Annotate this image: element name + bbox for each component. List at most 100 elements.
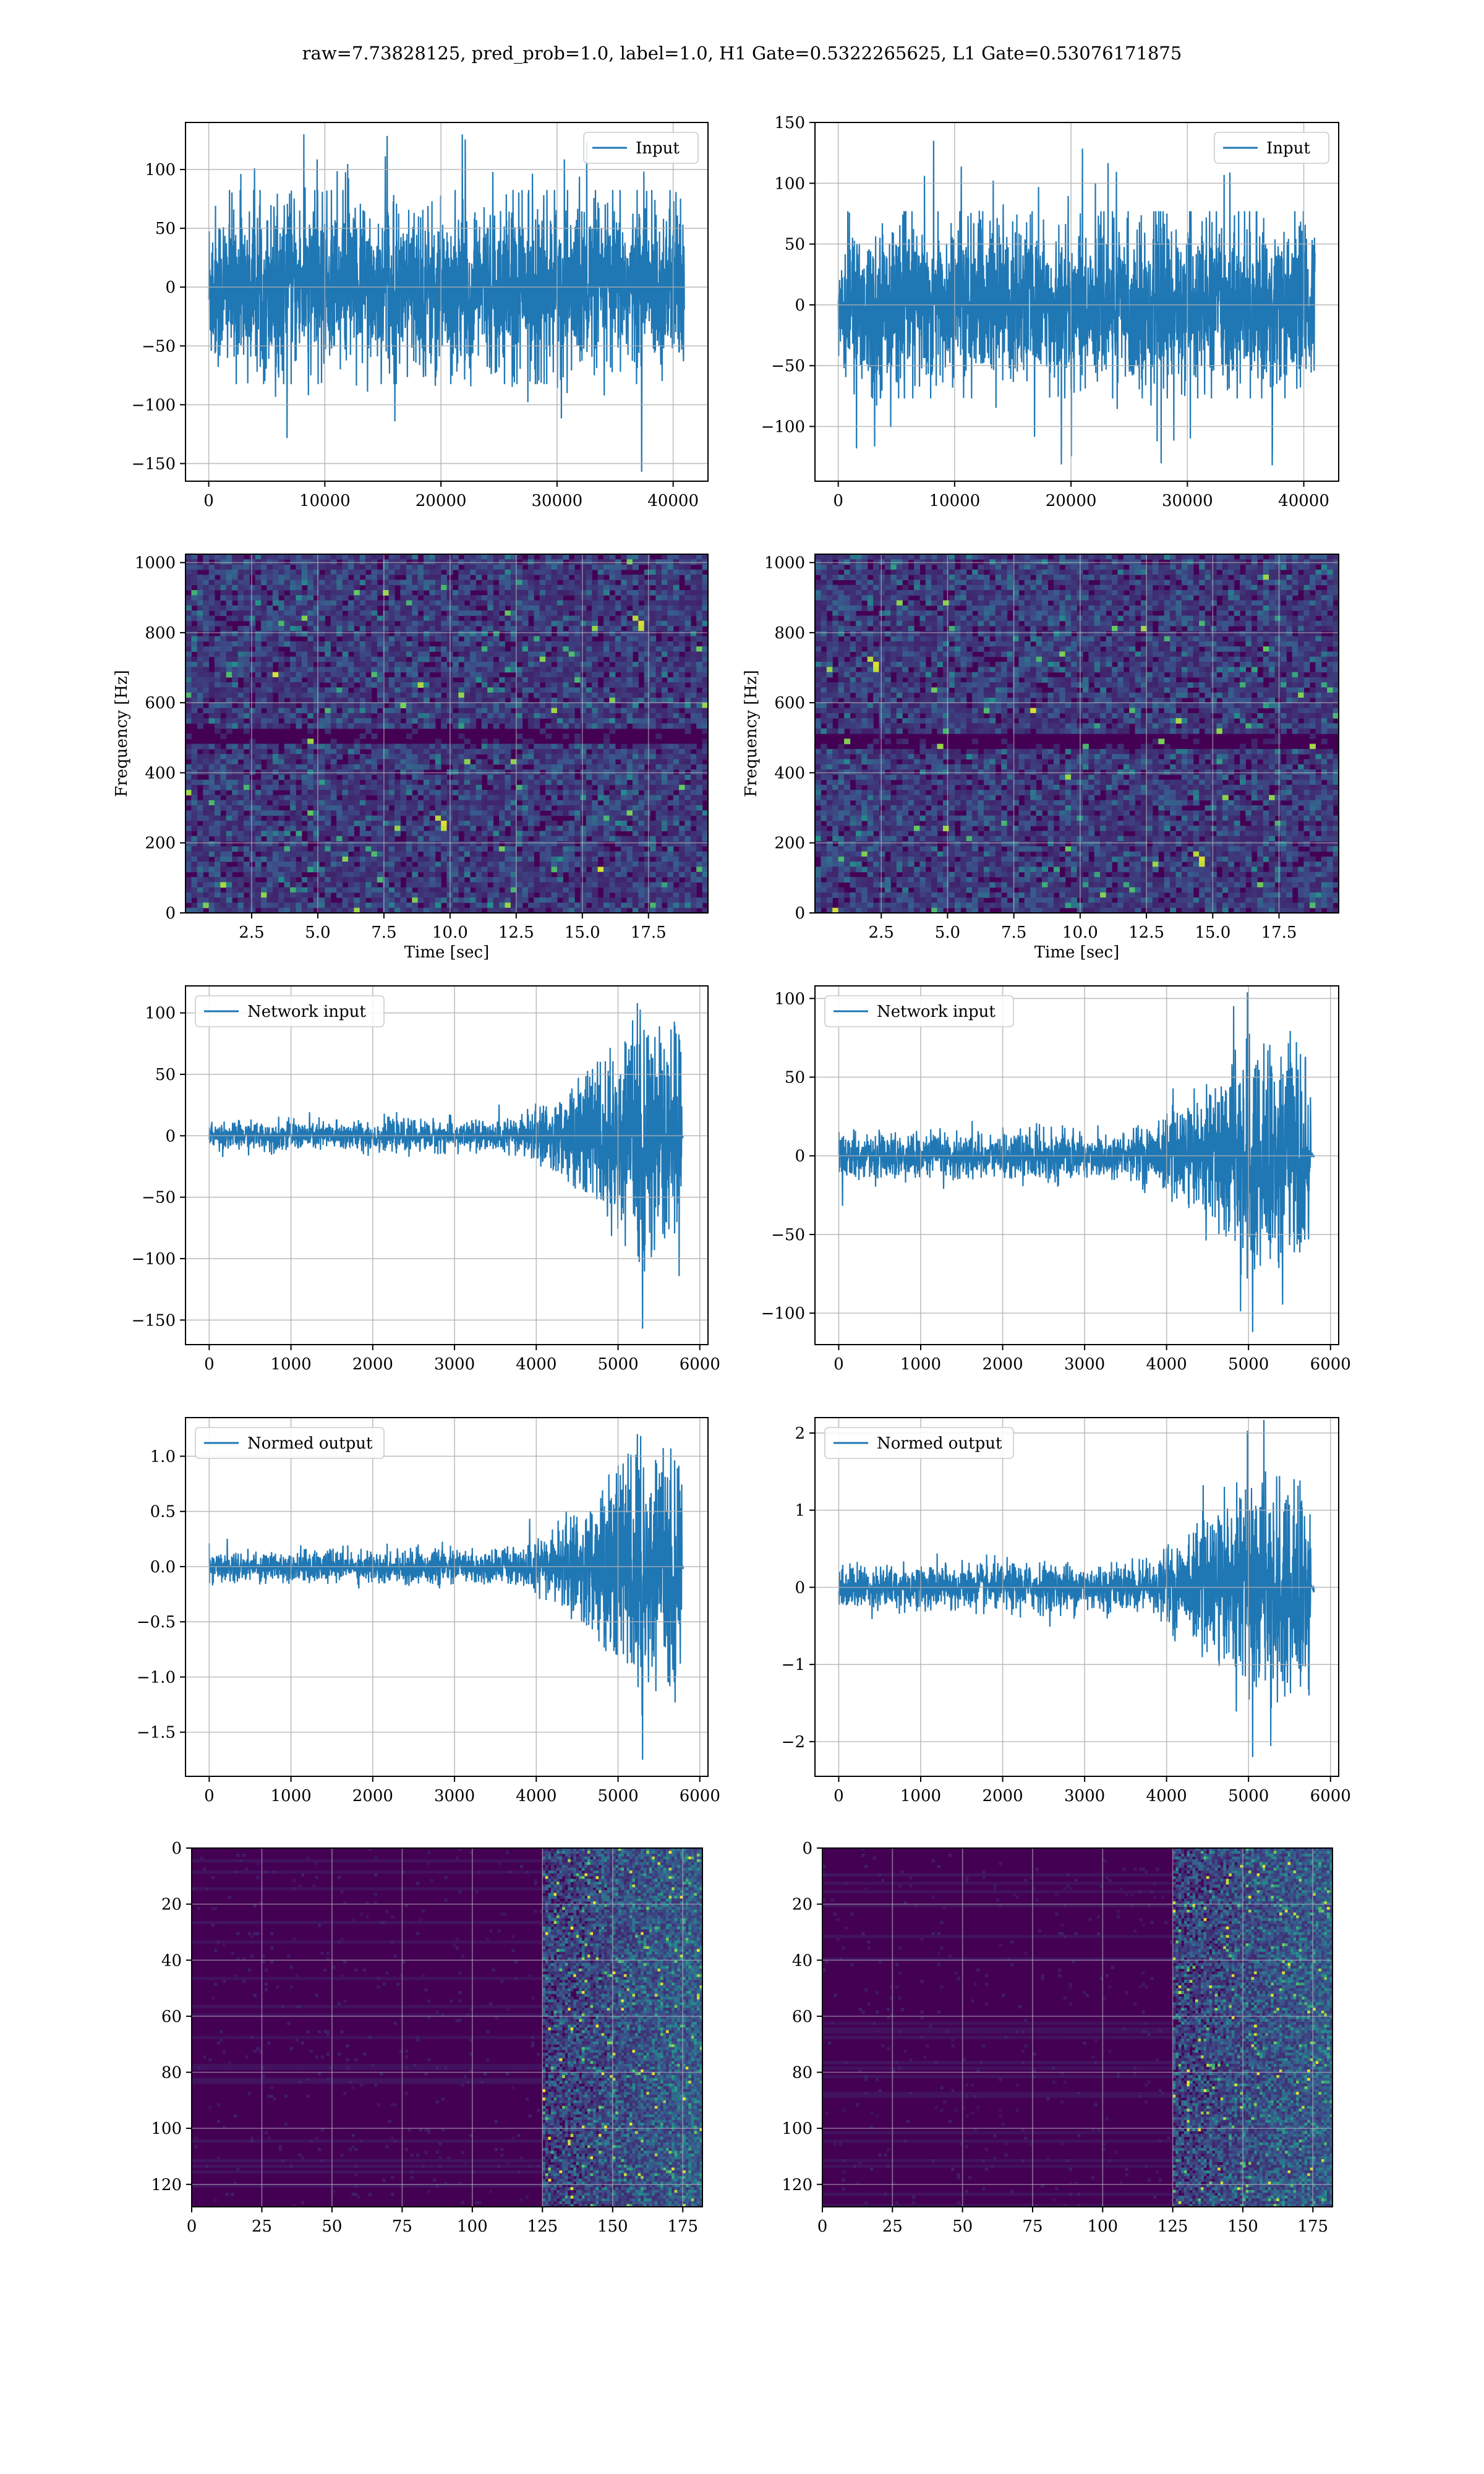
- heatmap-cell: [290, 800, 296, 806]
- heatmap-cell: [580, 790, 587, 795]
- heatmap-cell: [493, 646, 500, 652]
- heatmap-cell: [237, 713, 244, 719]
- heatmap-cell: [208, 877, 215, 883]
- heatmap-cell: [348, 841, 354, 847]
- heatmap-cell: [510, 703, 517, 709]
- heatmap-cell: [365, 774, 372, 781]
- heatmap-cell: [580, 610, 587, 616]
- heatmap-cell: [609, 554, 616, 560]
- heatmap-cell: [191, 846, 198, 852]
- heatmap-cell: [661, 810, 668, 816]
- heatmap-cell: [371, 610, 378, 616]
- heatmap-cell: [435, 867, 441, 873]
- heatmap-cell: [214, 728, 221, 734]
- heatmap-cell: [655, 764, 662, 770]
- heatmap-cell: [696, 677, 703, 683]
- heatmap-cell: [348, 656, 354, 662]
- heatmap-cell: [673, 856, 680, 862]
- heatmap-cell: [290, 815, 296, 821]
- heatmap-cell: [661, 672, 668, 678]
- heatmap-cell: [394, 815, 401, 821]
- heatmap-cell: [556, 569, 563, 575]
- heatmap-cell: [325, 784, 331, 790]
- heatmap-cell: [342, 867, 349, 873]
- heatmap-cell: [400, 800, 407, 806]
- heatmap-cell: [556, 677, 563, 683]
- heatmap-cell: [243, 595, 250, 601]
- heatmap-cell: [365, 692, 372, 698]
- heatmap-cell: [307, 641, 314, 647]
- heatmap-cell: [296, 692, 302, 698]
- heatmap-cell: [499, 856, 505, 862]
- heatmap-cell: [406, 584, 412, 591]
- heatmap-cell: [290, 682, 296, 688]
- heatmap-cell: [534, 636, 540, 642]
- heatmap-cell: [406, 713, 412, 719]
- heatmap-cell: [214, 554, 221, 560]
- heatmap-cell: [255, 713, 262, 719]
- heatmap-cell: [632, 708, 639, 714]
- heatmap-cell: [545, 687, 552, 693]
- heatmap-cell: [417, 564, 424, 570]
- heatmap-cell: [383, 698, 390, 703]
- heatmap-cell: [359, 708, 366, 714]
- heatmap-cell: [423, 615, 430, 622]
- heatmap-cell: [556, 759, 563, 765]
- heatmap-cell: [412, 877, 419, 883]
- heatmap-cell: [429, 764, 436, 770]
- heatmap-cell: [243, 646, 250, 652]
- heatmap-cell: [186, 605, 192, 611]
- heatmap-cell: [673, 826, 680, 831]
- heatmap-cell: [354, 708, 360, 714]
- heatmap-cell: [272, 575, 279, 580]
- heatmap-cell: [632, 600, 639, 606]
- heatmap-cell: [580, 713, 587, 719]
- heatmap-cell: [243, 779, 250, 785]
- heatmap-cell: [661, 841, 668, 847]
- heatmap-cell: [441, 580, 448, 586]
- heatmap-cell: [237, 748, 244, 755]
- heatmap-cell: [272, 682, 279, 688]
- heatmap-cell: [516, 605, 523, 611]
- heatmap-cell: [208, 575, 215, 580]
- heatmap-cell: [377, 672, 383, 678]
- heatmap-cell: [255, 779, 262, 785]
- heatmap-cell: [278, 677, 285, 683]
- heatmap-cell: [325, 631, 331, 637]
- heatmap-cell: [522, 692, 529, 698]
- heatmap-cell: [423, 836, 430, 842]
- heatmap-cell: [568, 800, 575, 806]
- heatmap-cell: [586, 615, 592, 622]
- heatmap-cell: [208, 882, 215, 888]
- heatmap-cell: [609, 708, 616, 714]
- heatmap-cell: [522, 738, 529, 745]
- heatmap-cell: [296, 590, 302, 596]
- heatmap-cell: [348, 605, 354, 611]
- heatmap-cell: [249, 871, 256, 878]
- heatmap-cell: [632, 764, 639, 770]
- heatmap-cell: [499, 626, 505, 631]
- heatmap-cell: [475, 662, 482, 667]
- heatmap-cell: [249, 641, 256, 647]
- heatmap-cell: [296, 631, 302, 637]
- heatmap-cell: [487, 774, 494, 781]
- heatmap-cell: [592, 605, 599, 611]
- heatmap-cell: [510, 575, 517, 580]
- heatmap-cell: [220, 877, 227, 883]
- heatmap-cell: [325, 713, 331, 719]
- heatmap-cell: [487, 826, 494, 831]
- heatmap-cell: [487, 595, 494, 601]
- heatmap-cell: [267, 774, 273, 781]
- heatmap-cell: [307, 569, 314, 575]
- heatmap-cell: [470, 646, 477, 652]
- heatmap-cell: [475, 836, 482, 842]
- heatmap-cell: [603, 584, 610, 591]
- heatmap-cell: [348, 820, 354, 826]
- heatmap-cell: [214, 800, 221, 806]
- heatmap-cell: [481, 871, 488, 878]
- heatmap-cell: [516, 877, 523, 883]
- heatmap-cell: [690, 769, 697, 775]
- heatmap-cell: [644, 790, 650, 795]
- heatmap-cell: [452, 769, 459, 775]
- heatmap-cell: [452, 846, 459, 852]
